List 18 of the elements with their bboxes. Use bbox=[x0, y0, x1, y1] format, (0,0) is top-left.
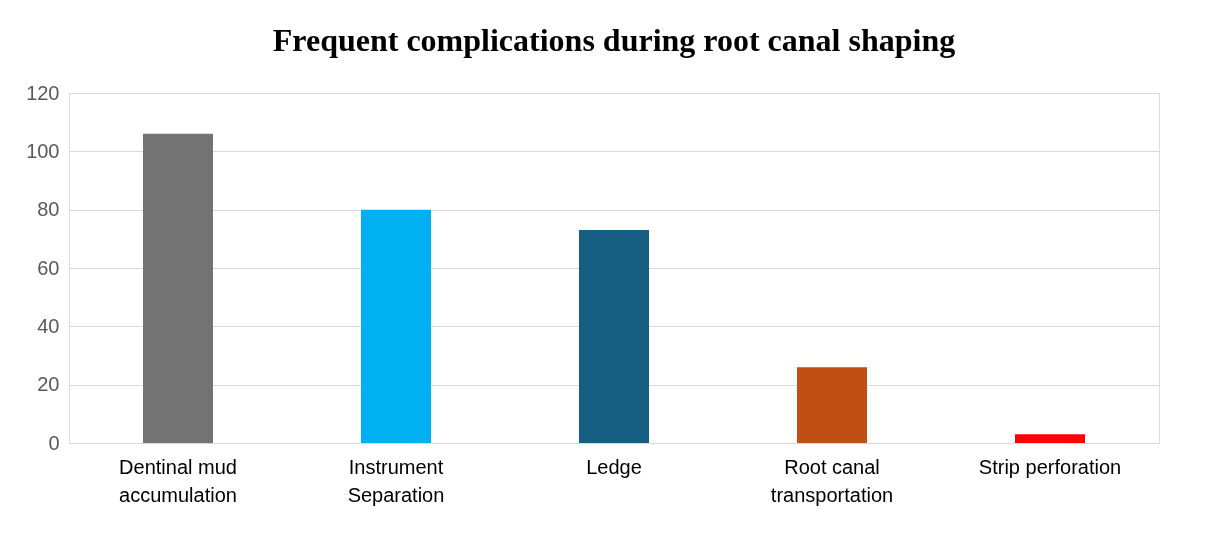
y-tick-label: 80 bbox=[37, 198, 60, 221]
x-tick-label: Strip perforation bbox=[978, 455, 1122, 478]
bar bbox=[1015, 434, 1085, 443]
bar bbox=[143, 133, 213, 443]
bar bbox=[361, 209, 431, 443]
chart-title: Frequent complications during root canal shaping bbox=[272, 22, 956, 58]
x-tick-label: Root canal transportation bbox=[770, 455, 894, 506]
bar bbox=[797, 367, 867, 443]
x-tick-label: Dentinal mud accumulation bbox=[119, 455, 237, 506]
y-tick-label: 120 bbox=[26, 81, 60, 104]
x-tick-label: Ledge bbox=[586, 455, 642, 478]
y-tick-label: 40 bbox=[37, 314, 60, 337]
bar bbox=[579, 230, 649, 443]
y-tick-label: 20 bbox=[37, 373, 60, 396]
x-tick-label: Instrument Separation bbox=[347, 455, 445, 506]
y-tick-label: 60 bbox=[37, 256, 60, 279]
y-tick-label: 100 bbox=[26, 139, 60, 162]
y-tick-label: 0 bbox=[48, 431, 60, 454]
